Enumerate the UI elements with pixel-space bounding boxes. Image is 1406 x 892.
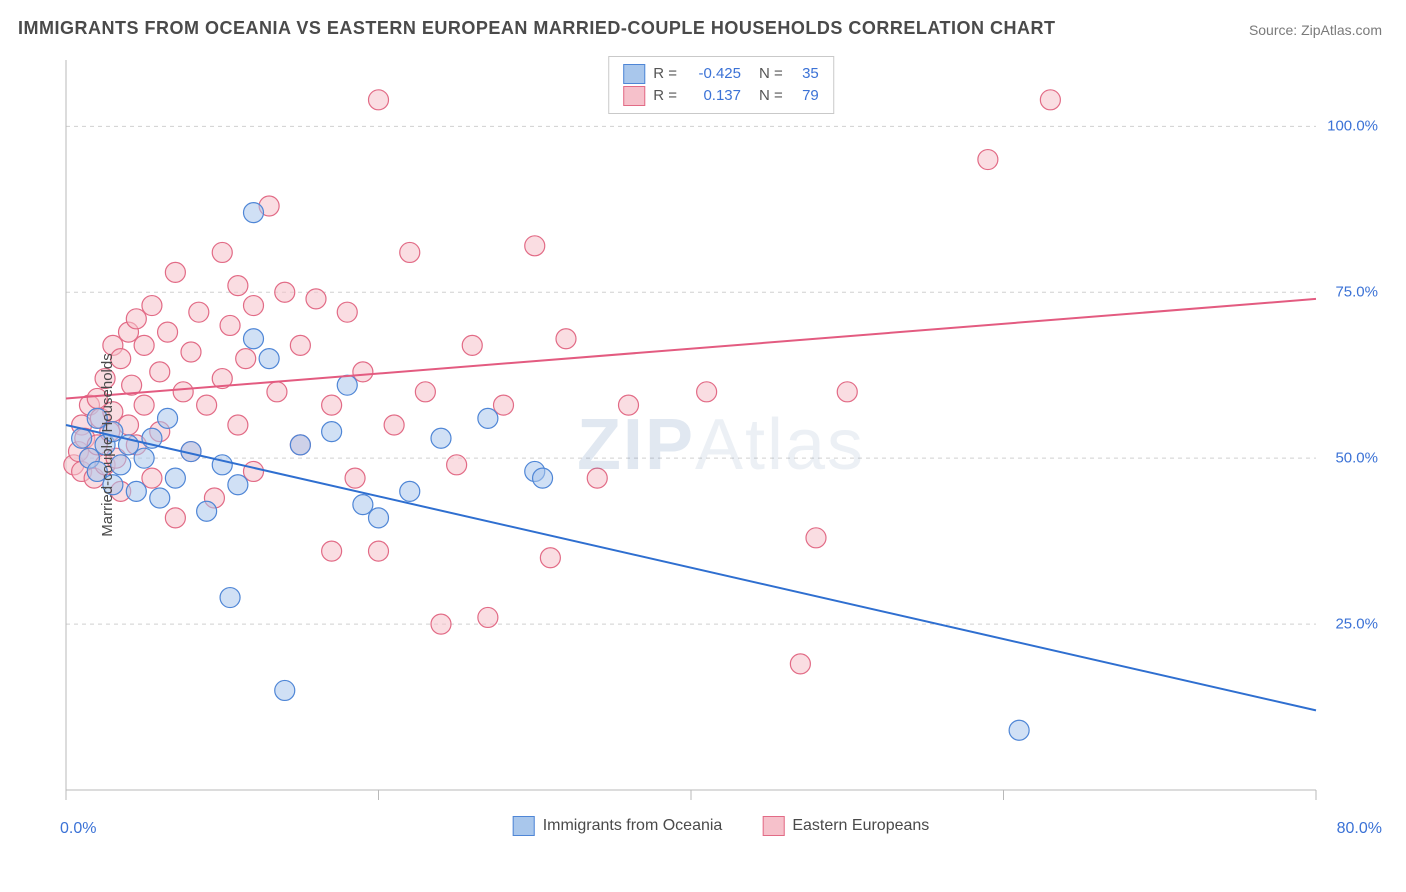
legend-r-label: R = bbox=[653, 85, 677, 107]
legend-n-value-oceania: 35 bbox=[791, 63, 819, 85]
legend-label-oceania: Immigrants from Oceania bbox=[543, 817, 723, 835]
legend-n-label: N = bbox=[759, 85, 783, 107]
legend-r-value-eastern: 0.137 bbox=[685, 85, 741, 107]
x-axis-min-label: 0.0% bbox=[60, 820, 96, 838]
y-tick-label: 75.0% bbox=[1335, 284, 1378, 301]
legend-n-label: N = bbox=[759, 63, 783, 85]
scatter-plot bbox=[56, 50, 1386, 840]
y-tick-label: 50.0% bbox=[1335, 450, 1378, 467]
source-attribution: Source: ZipAtlas.com bbox=[1249, 22, 1382, 38]
legend-n-value-eastern: 79 bbox=[791, 85, 819, 107]
y-tick-label: 25.0% bbox=[1335, 616, 1378, 633]
legend-row-oceania: R = -0.425 N = 35 bbox=[623, 63, 819, 85]
legend-swatch-oceania bbox=[623, 64, 645, 84]
legend-r-value-oceania: -0.425 bbox=[685, 63, 741, 85]
chart-title: IMMIGRANTS FROM OCEANIA VS EASTERN EUROP… bbox=[18, 18, 1056, 39]
legend-swatch-eastern bbox=[623, 86, 645, 106]
legend-swatch-oceania-icon bbox=[513, 816, 535, 836]
legend-r-label: R = bbox=[653, 63, 677, 85]
legend-item-oceania: Immigrants from Oceania bbox=[513, 816, 723, 836]
legend-label-eastern: Eastern Europeans bbox=[792, 817, 929, 835]
y-axis-label: Married-couple Households bbox=[99, 353, 116, 536]
legend-row-eastern: R = 0.137 N = 79 bbox=[623, 85, 819, 107]
series-legend: Immigrants from Oceania Eastern European… bbox=[513, 816, 930, 836]
y-tick-label: 100.0% bbox=[1327, 118, 1378, 135]
legend-item-eastern: Eastern Europeans bbox=[762, 816, 929, 836]
x-axis-max-label: 80.0% bbox=[1337, 820, 1382, 838]
correlation-legend: R = -0.425 N = 35 R = 0.137 N = 79 bbox=[608, 56, 834, 114]
legend-swatch-eastern-icon bbox=[762, 816, 784, 836]
chart-area: Married-couple Households ZIPAtlas R = -… bbox=[56, 50, 1386, 840]
